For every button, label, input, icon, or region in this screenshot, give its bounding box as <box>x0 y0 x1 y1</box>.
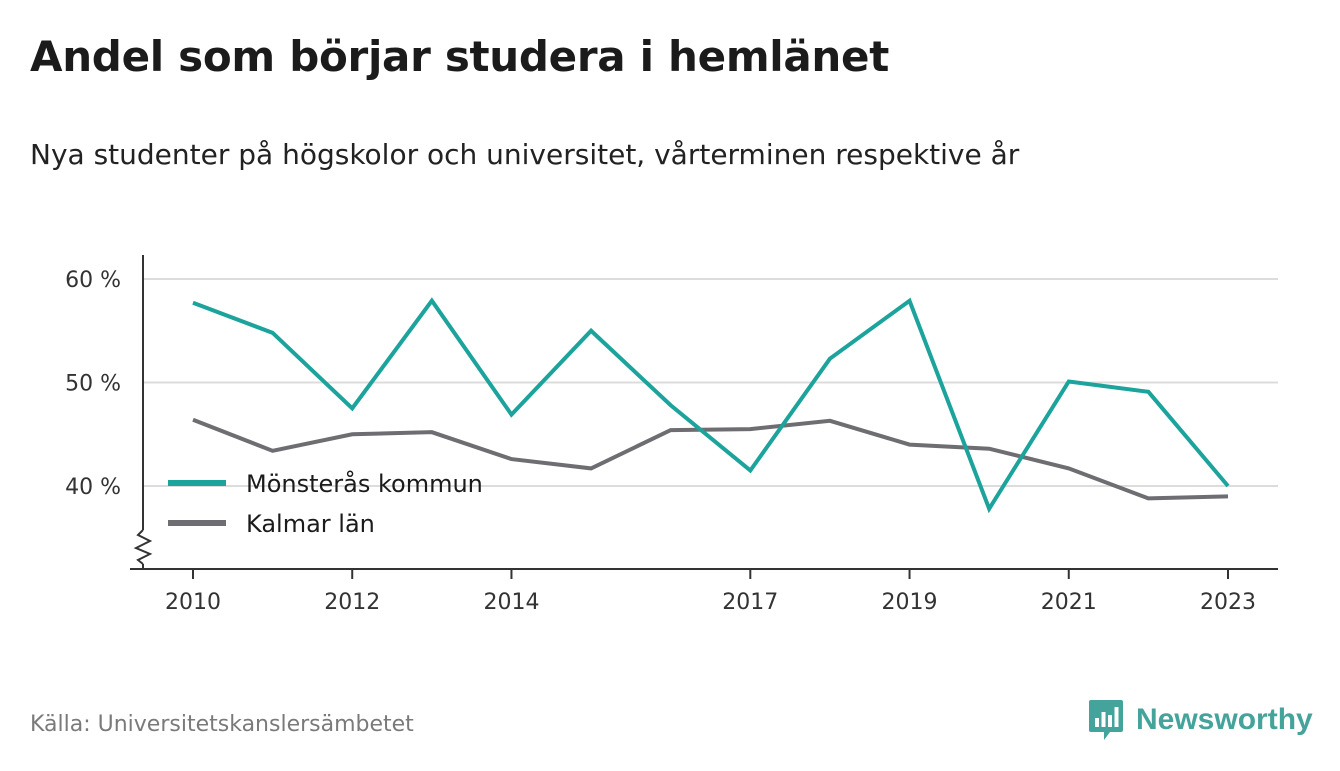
x-tick-label: 2019 <box>882 590 938 615</box>
x-tick-label: 2021 <box>1041 590 1097 615</box>
x-tick-label: 2023 <box>1200 590 1256 615</box>
legend: Mönsterås kommun Kalmar län <box>168 469 483 538</box>
legend-label: Mönsterås kommun <box>246 469 483 498</box>
y-tick-label: 40 % <box>65 475 121 500</box>
y-tick-label: 50 % <box>65 372 121 397</box>
chart-subtitle: Nya studenter på högskolor och universit… <box>30 138 1020 171</box>
x-tick-label: 2014 <box>483 590 539 615</box>
legend-label: Kalmar län <box>246 510 375 538</box>
line-chart: 40 % 50 % 60 % 2010 2012 2014 2017 2019 2021 2023… <box>65 255 1278 615</box>
newsworthy-bar-chart-icon <box>1089 700 1123 740</box>
series-line-monsteras-kommun <box>192 297 1230 514</box>
source-note: Källa: Universitetskanslersämbetet <box>30 712 414 737</box>
series-line-kalmar-lan <box>192 417 1229 501</box>
brand-logo: Newsworthy <box>1088 696 1313 744</box>
chart-title: Andel som börjar studera i hemlänet <box>30 32 889 81</box>
series-lines <box>192 297 1230 514</box>
x-tick-label: 2017 <box>722 590 778 615</box>
y-tick-label: 60 % <box>65 268 121 293</box>
gridlines <box>143 278 1278 487</box>
x-tick-label: 2012 <box>324 590 380 615</box>
brand-name: Newsworthy <box>1136 703 1313 736</box>
axis-break-icon <box>133 529 153 565</box>
x-tick-label: 2010 <box>165 590 221 615</box>
axes: 40 % 50 % 60 % 2010 2012 2014 2017 2019 2021 2023 <box>65 255 1278 615</box>
